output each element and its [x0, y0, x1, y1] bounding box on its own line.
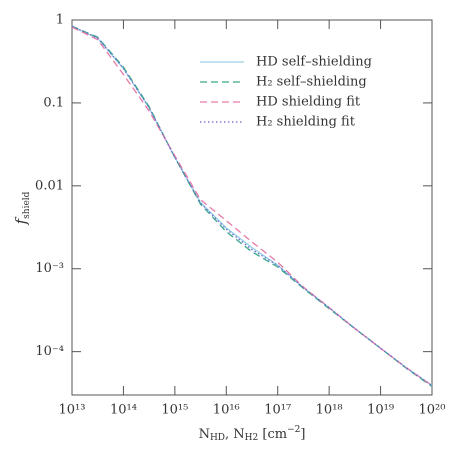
y-tick-label: 10⁻⁴ [35, 344, 64, 359]
x-tick-label: 10¹⁶ [213, 403, 240, 418]
x-tick-label: 10¹³ [59, 403, 86, 418]
x-label-part: H2 [245, 433, 259, 443]
x-tick-label: 10¹⁴ [110, 403, 137, 418]
x-tick-label: 10²⁰ [419, 403, 446, 418]
y-label-part: shield [22, 191, 32, 218]
plot-frame [71, 19, 433, 396]
x-label-part: ] [300, 427, 305, 442]
y-tick-label: 10⁻³ [35, 261, 64, 276]
x-label-part: N [199, 427, 210, 442]
series-line [71, 26, 433, 387]
x-label-part: HD [210, 433, 225, 443]
x-label-part: , N [225, 427, 245, 442]
y-tick-label: 0.01 [35, 178, 64, 193]
legend-label: H₂ shielding fit [256, 115, 356, 130]
x-label-part: [cm [258, 427, 287, 442]
legend-label: HD shielding fit [256, 95, 361, 110]
y-label-part: f [12, 216, 30, 225]
y-tick-label: 0.1 [43, 95, 64, 110]
legend-label: HD self–shielding [256, 55, 372, 70]
x-tick-label: 10¹⁷ [264, 403, 291, 418]
y-tick-label: 1 [56, 13, 64, 28]
series-line [71, 26, 433, 387]
series-line [71, 25, 433, 388]
legend-label: H₂ self–shielding [256, 75, 367, 90]
x-label-part: −2 [287, 425, 300, 435]
x-axis-label: NHD, NH2 [cm−2] [199, 425, 306, 443]
x-tick-label: 10¹⁵ [161, 403, 188, 418]
x-tick-label: 10¹⁹ [367, 403, 394, 418]
x-tick-label: 10¹⁸ [316, 403, 343, 418]
y-axis-label: fshield [12, 191, 32, 225]
series-line [71, 25, 433, 387]
